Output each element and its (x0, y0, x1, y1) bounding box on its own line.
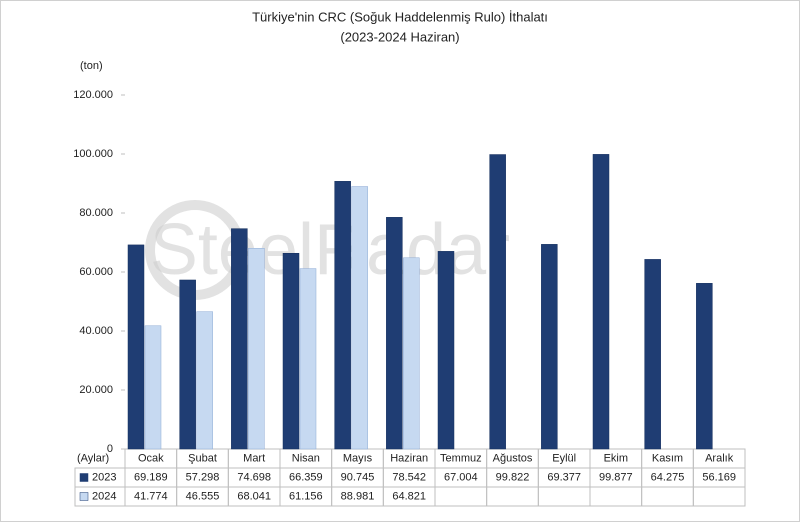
value-label: 99.877 (599, 471, 633, 483)
x-tick-label: Aralık (705, 452, 734, 464)
x-label: (Aylar) (77, 452, 109, 464)
value-label: 61.156 (289, 490, 323, 502)
y-tick-label: 80.000 (79, 207, 113, 219)
x-tick-label: Mart (243, 452, 265, 464)
y-tick-label: 120.000 (73, 89, 113, 101)
bar (489, 154, 506, 450)
table-cell (74, 486, 126, 507)
bar (696, 283, 713, 450)
x-tick-label: Mayıs (343, 452, 373, 464)
y-tick-label: 60.000 (79, 266, 113, 278)
x-tick-label: Ekim (604, 452, 628, 464)
value-label: 56.169 (702, 471, 736, 483)
value-label: 90.745 (341, 471, 375, 483)
bar (351, 186, 368, 450)
value-label: 46.555 (186, 490, 220, 502)
value-label: 78.542 (392, 471, 426, 483)
bar (334, 181, 351, 450)
y-tick-label: 40.000 (79, 325, 113, 337)
value-label: 69.189 (134, 471, 168, 483)
bar (299, 268, 317, 450)
x-tick-label: Ocak (138, 452, 164, 464)
chart-title: Türkiye'nin CRC (Soğuk Haddelenmiş Rulo)… (252, 9, 548, 24)
y-tick-label: 0 (107, 443, 113, 455)
value-label: 66.359 (289, 471, 323, 483)
value-label: 88.981 (341, 490, 375, 502)
x-tick-label: Nisan (292, 452, 320, 464)
x-tick-label: Temmuz (440, 452, 482, 464)
x-tick-label: Ağustos (493, 452, 533, 464)
x-tick-label: Haziran (390, 452, 428, 464)
bar (403, 257, 420, 450)
chart-subtitle: (2023-2024 Haziran) (340, 29, 459, 44)
x-tick-label: Kasım (652, 452, 683, 464)
legend-swatch (79, 473, 89, 482)
bar (196, 311, 213, 450)
bar (437, 251, 455, 450)
value-label: 41.774 (134, 490, 168, 502)
bar (127, 244, 145, 450)
legend-label: 2024 (92, 490, 116, 502)
bar (144, 325, 162, 450)
y-unit: (ton) (80, 60, 103, 72)
legend-label: 2023 (92, 471, 116, 483)
legend-swatch (79, 492, 89, 501)
value-label: 64.275 (651, 471, 685, 483)
watermark: SteelRadar (150, 210, 510, 290)
table-cell (692, 486, 746, 507)
value-label: 57.298 (186, 471, 220, 483)
value-label: 64.821 (392, 490, 426, 502)
value-label: 68.041 (237, 490, 271, 502)
bar (386, 217, 403, 450)
value-label: 74.698 (237, 471, 271, 483)
bar (592, 154, 610, 450)
bar (248, 248, 265, 450)
y-tick-label: 100.000 (73, 148, 113, 160)
x-tick-label: Şubat (188, 452, 217, 464)
bar (179, 279, 196, 450)
value-label: 99.822 (496, 471, 530, 483)
bar (541, 244, 558, 450)
value-label: 67.004 (444, 471, 478, 483)
bar (282, 252, 300, 450)
value-label: 69.377 (547, 471, 581, 483)
bar (231, 228, 248, 450)
y-tick-label: 20.000 (79, 384, 113, 396)
x-tick-label: Eylül (552, 452, 576, 464)
bar (644, 259, 661, 450)
